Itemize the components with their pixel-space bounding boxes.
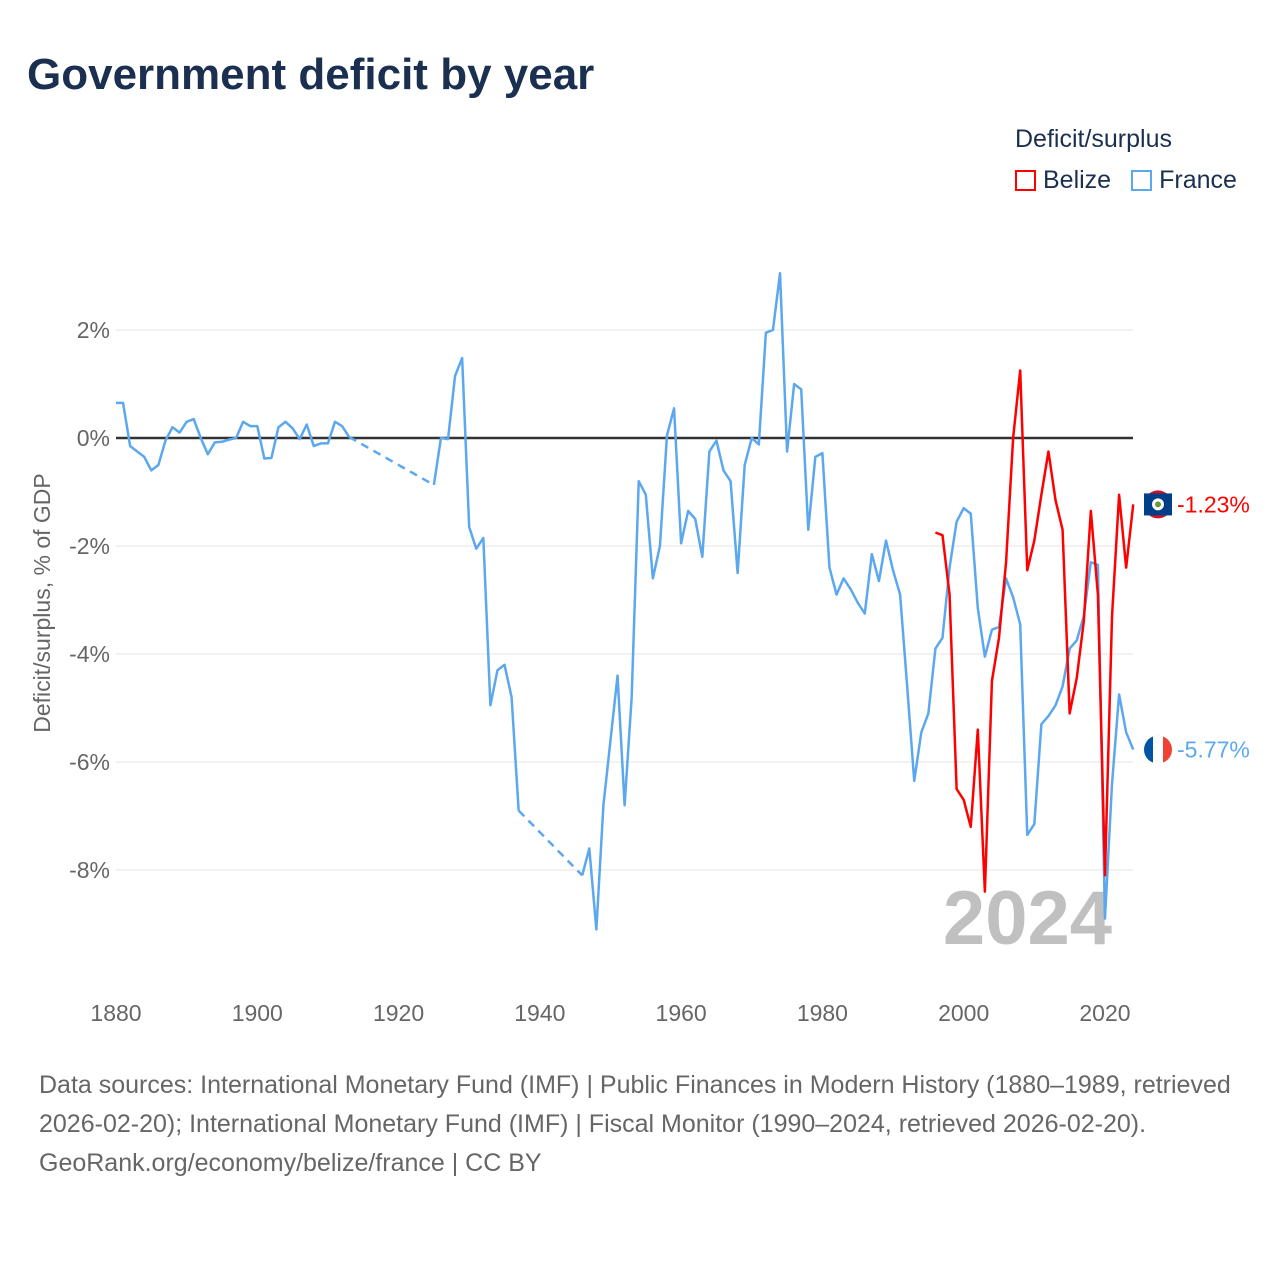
france-flag-icon (1144, 735, 1172, 764)
x-tick-label: 1880 (90, 1000, 141, 1026)
x-tick-label: 2020 (1079, 1000, 1130, 1026)
y-tick-label: -2% (69, 533, 110, 559)
x-tick-label: 1980 (797, 1000, 848, 1026)
france-gap-line (348, 435, 435, 487)
y-tick-label: -4% (69, 641, 110, 667)
france-line (432, 356, 520, 811)
footer: Data sources: International Monetary Fun… (39, 1066, 1239, 1183)
legend-swatch-france (1131, 170, 1153, 191)
belize-end-label: -1.23% (1177, 491, 1250, 517)
y-tick-label: 2% (77, 317, 110, 343)
legend-title: Deficit/surplus (1015, 125, 1172, 153)
credit-link[interactable]: GeoRank.org/economy/belize/france | CC B… (39, 1149, 542, 1177)
x-tick-label: 1900 (232, 1000, 283, 1026)
y-tick-label: -6% (69, 749, 110, 775)
legend-item-france[interactable]: France (1131, 166, 1237, 195)
france-flag-white (1153, 735, 1163, 764)
y-axis-label: Deficit/surplus, % of GDP (29, 473, 55, 732)
x-tick-label: 1920 (373, 1000, 424, 1026)
y-tick-label: 0% (77, 425, 110, 451)
belize-flag-emblem-center (1155, 501, 1161, 508)
france-end-label: -5.77% (1177, 737, 1250, 763)
y-tick-label: -8% (69, 857, 110, 883)
belize-line (934, 369, 1135, 893)
legend-swatch-belize (1015, 170, 1036, 191)
legend-label-belize: Belize (1043, 166, 1112, 194)
belize-flag-icon (1144, 490, 1172, 519)
france-line (116, 401, 351, 472)
legend: Belize France (1015, 166, 1237, 195)
chart-area: 2% 0% -2% -4% -6% -8% 1880 1900 1920 1940 1960 1980… (29, 272, 1250, 1026)
year-watermark: 2024 (943, 876, 1112, 961)
x-tick-label: 1960 (656, 1000, 707, 1026)
france-gap-line (517, 809, 584, 877)
x-tick-label: 2000 (938, 1000, 989, 1026)
legend-label-france: France (1159, 166, 1237, 194)
france-line (581, 272, 1135, 931)
x-tick-label: 1940 (514, 1000, 565, 1026)
chart-title: Government deficit by year (27, 50, 595, 99)
legend-item-belize[interactable]: Belize (1015, 166, 1111, 195)
data-sources: Data sources: International Monetary Fun… (39, 1071, 1231, 1138)
